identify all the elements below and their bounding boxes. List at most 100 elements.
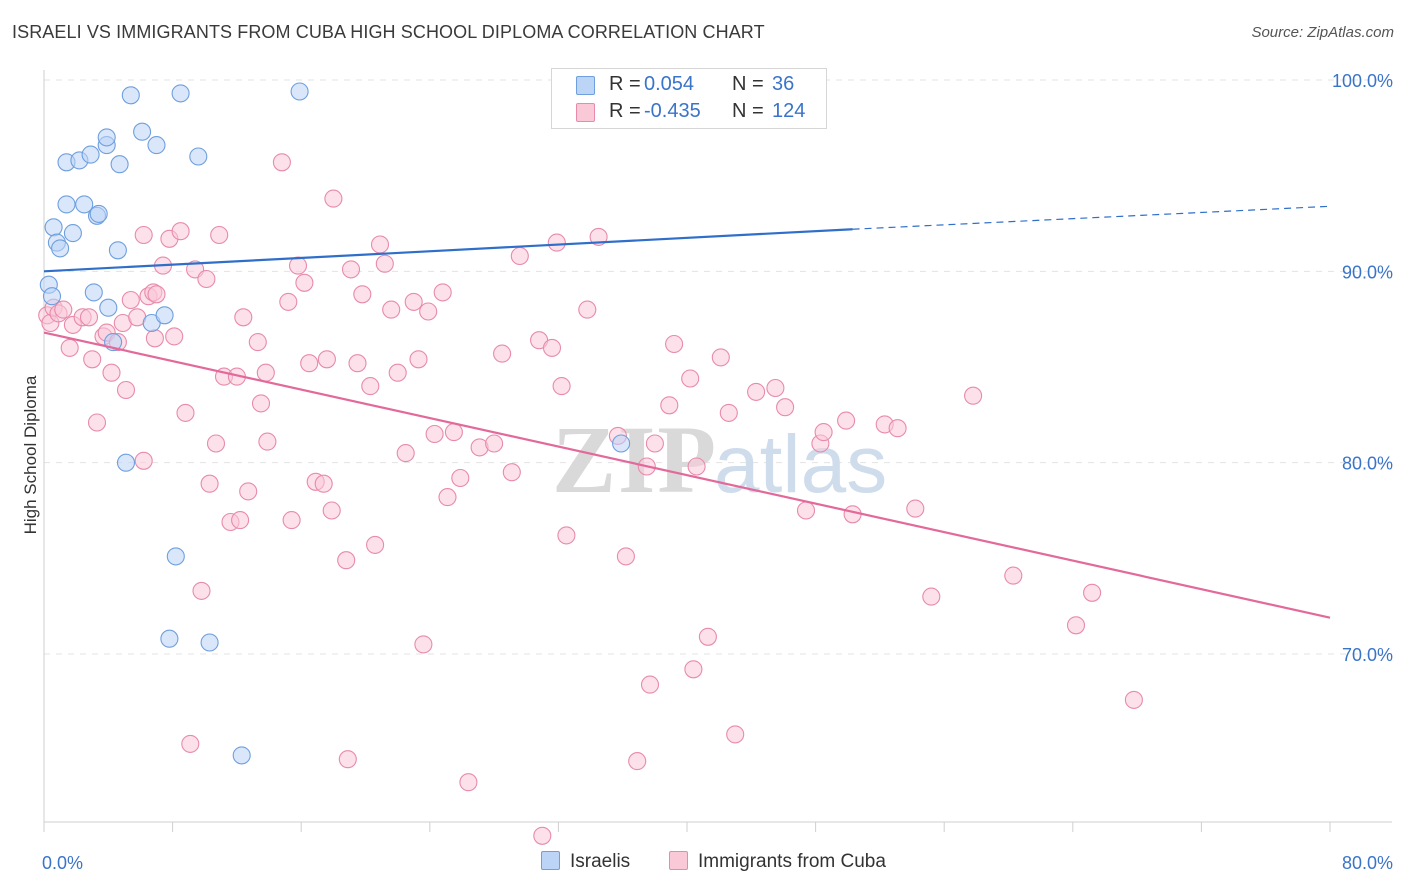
legend-r-value: 0.054 bbox=[644, 73, 695, 95]
point-cuba bbox=[353, 285, 372, 304]
point-cuba bbox=[888, 419, 907, 438]
point-cuba bbox=[239, 482, 258, 501]
point-cuba bbox=[547, 233, 566, 252]
point-cuba bbox=[684, 660, 703, 679]
legend-swatch-israelis bbox=[576, 76, 595, 95]
point-cuba bbox=[388, 363, 407, 382]
series-legend-israelis[interactable]: Israelis bbox=[541, 851, 630, 873]
point-israelis bbox=[89, 204, 108, 223]
point-cuba bbox=[116, 380, 136, 400]
y-tick-label: 100.0% bbox=[1332, 71, 1393, 91]
trend-line-israelis-extension bbox=[852, 205, 1331, 230]
point-cuba bbox=[1004, 566, 1023, 585]
point-cuba bbox=[533, 826, 552, 845]
point-cuba bbox=[60, 338, 79, 357]
point-cuba bbox=[322, 501, 341, 520]
point-israelis bbox=[189, 147, 208, 166]
point-cuba bbox=[348, 354, 367, 373]
point-cuba bbox=[370, 235, 390, 254]
point-cuba bbox=[206, 434, 226, 453]
point-cuba bbox=[837, 411, 856, 430]
point-cuba bbox=[181, 734, 200, 753]
watermark: ZIP atlas bbox=[552, 406, 887, 513]
series-legend-swatch-israelis bbox=[541, 851, 560, 870]
point-israelis bbox=[133, 122, 152, 141]
point-cuba bbox=[485, 434, 504, 453]
legend-n-label: N = bbox=[732, 100, 764, 122]
source-label: Source: ZipAtlas.com bbox=[1251, 24, 1394, 41]
point-cuba bbox=[698, 627, 717, 646]
point-cuba bbox=[366, 535, 385, 554]
point-cuba bbox=[628, 752, 647, 771]
series-israelis-points bbox=[39, 69, 783, 765]
point-cuba bbox=[171, 222, 190, 241]
point-cuba bbox=[1083, 583, 1102, 602]
point-israelis bbox=[290, 82, 309, 101]
point-cuba bbox=[282, 511, 301, 530]
point-israelis bbox=[160, 629, 179, 648]
y-axis-label: High School Diploma bbox=[21, 375, 40, 534]
point-cuba bbox=[1124, 690, 1143, 709]
point-cuba bbox=[382, 300, 401, 319]
point-cuba bbox=[341, 260, 361, 279]
point-cuba bbox=[375, 254, 394, 273]
legend-row-israelis: R = 0.054 N = 36 bbox=[552, 73, 826, 99]
chart-title: ISRAELI VS IMMIGRANTS FROM CUBA HIGH SCH… bbox=[12, 22, 765, 42]
point-cuba bbox=[231, 511, 250, 530]
legend-n-label: N = bbox=[732, 73, 764, 95]
point-cuba bbox=[338, 750, 357, 769]
point-cuba bbox=[578, 300, 597, 319]
point-israelis bbox=[75, 195, 94, 214]
point-israelis bbox=[108, 241, 127, 260]
point-cuba bbox=[324, 189, 343, 208]
point-cuba bbox=[747, 382, 766, 401]
y-tick-label: 80.0% bbox=[1342, 454, 1393, 474]
point-cuba bbox=[147, 285, 166, 304]
point-cuba bbox=[510, 246, 529, 266]
point-cuba bbox=[396, 444, 415, 463]
point-israelis bbox=[121, 86, 140, 105]
point-cuba bbox=[272, 153, 291, 172]
correlation-legend: R = 0.054 N = 36 R = -0.435 N = 124 bbox=[551, 68, 827, 129]
legend-r-label: R = bbox=[609, 100, 641, 122]
series-cuba-points bbox=[38, 153, 1143, 845]
trend-line-israelis bbox=[43, 228, 853, 273]
series-legend-label-israelis: Israelis bbox=[570, 851, 631, 872]
legend-row-cuba: R = -0.435 N = 124 bbox=[552, 100, 826, 126]
legend-n-value: 36 bbox=[772, 73, 795, 95]
point-cuba bbox=[726, 725, 745, 744]
point-cuba bbox=[964, 386, 983, 405]
point-cuba bbox=[660, 396, 679, 415]
point-israelis bbox=[51, 239, 70, 258]
point-cuba bbox=[665, 334, 684, 354]
point-cuba bbox=[192, 581, 211, 600]
point-cuba bbox=[256, 363, 275, 382]
trend-line-cuba bbox=[43, 331, 1331, 619]
point-cuba bbox=[493, 344, 512, 363]
point-cuba bbox=[234, 308, 253, 327]
point-cuba bbox=[197, 269, 216, 289]
point-cuba bbox=[843, 505, 862, 524]
series-legend-cuba[interactable]: Immigrants from Cuba bbox=[669, 851, 886, 873]
point-cuba bbox=[361, 377, 380, 396]
point-cuba bbox=[314, 474, 333, 493]
point-cuba bbox=[557, 526, 576, 545]
point-cuba bbox=[54, 300, 73, 319]
point-cuba bbox=[251, 394, 271, 413]
point-cuba bbox=[438, 488, 457, 507]
point-cuba bbox=[640, 675, 660, 694]
point-cuba bbox=[409, 350, 428, 369]
legend-r-value: -0.435 bbox=[644, 100, 701, 122]
point-cuba bbox=[433, 283, 452, 302]
point-cuba bbox=[922, 587, 941, 606]
point-israelis bbox=[116, 453, 136, 472]
point-israelis bbox=[44, 218, 63, 237]
point-cuba bbox=[451, 468, 470, 488]
point-israelis bbox=[200, 633, 219, 652]
point-cuba bbox=[906, 499, 925, 518]
legend-r-label: R = bbox=[609, 73, 641, 95]
point-cuba bbox=[87, 413, 107, 432]
point-cuba bbox=[79, 308, 99, 327]
legend-swatch-cuba bbox=[576, 103, 595, 122]
